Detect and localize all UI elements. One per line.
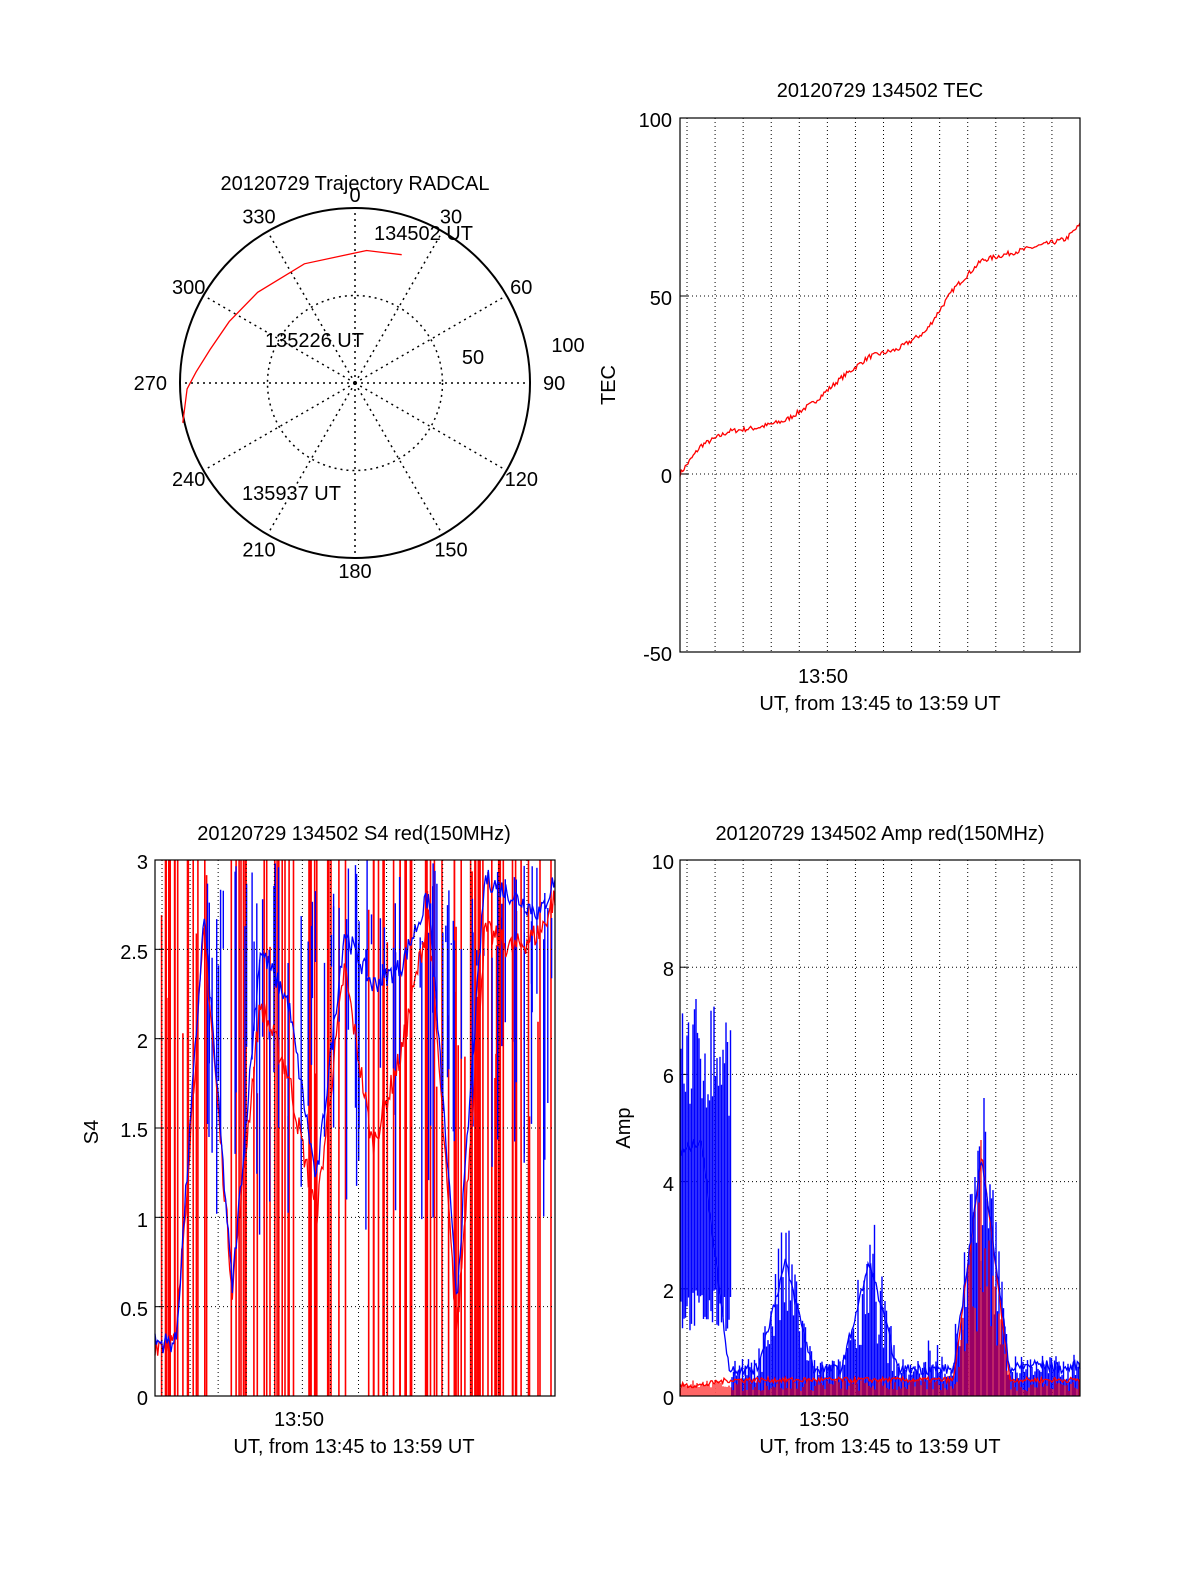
trajectory-start-annotation: 134502 UT xyxy=(374,223,473,245)
polar-grid xyxy=(180,208,530,558)
tec-ytick-50: 50 xyxy=(650,288,672,310)
amp-ytick-4: 4 xyxy=(663,1174,674,1196)
tec-ytick-minus50: -50 xyxy=(643,644,672,666)
tec-xtick-1350: 13:50 xyxy=(798,666,848,688)
trajectory-end-annotation: 135937 UT xyxy=(242,483,341,505)
amp-ytick-0: 0 xyxy=(663,1388,674,1410)
amp-x-axis-label: UT, from 13:45 to 13:59 UT xyxy=(759,1436,1000,1458)
amp-blue-series-line xyxy=(679,1139,1081,1377)
polar-spoke-150 xyxy=(354,382,444,535)
tec-series-line xyxy=(679,222,1081,477)
s4-x-axis-label: UT, from 13:45 to 13:59 UT xyxy=(233,1436,474,1458)
polar-spoke-30 xyxy=(354,231,444,384)
amp-red-series xyxy=(680,1140,1080,1396)
s4-plot-frame xyxy=(154,859,556,1397)
tec-panel: 20120729 134502 TEC 100 50 0 -50 TEC 13:… xyxy=(598,80,1081,715)
s4-y-tick-labels: 3 2.5 2 1.5 1 0.5 0 xyxy=(120,852,148,1410)
s4-xtick-1350: 13:50 xyxy=(274,1409,324,1431)
polar-angle-label-120: 120 xyxy=(505,469,538,491)
polar-outer-ring xyxy=(179,207,531,559)
amp-ytick-2: 2 xyxy=(663,1281,674,1303)
trajectory-mid-annotation: 135226 UT xyxy=(265,330,364,352)
polar-angle-label-300: 300 xyxy=(172,277,205,299)
s4-title: 20120729 134502 S4 red(150MHz) xyxy=(197,823,511,845)
polar-radius-label-100: 100 xyxy=(551,335,584,357)
amp-ytick-6: 6 xyxy=(663,1066,674,1088)
amp-title: 20120729 134502 Amp red(150MHz) xyxy=(715,823,1044,845)
tec-ytick-0: 0 xyxy=(661,466,672,488)
polar-angle-label-150: 150 xyxy=(434,539,467,561)
polar-spoke-120 xyxy=(354,382,507,472)
polar-spoke-330 xyxy=(266,231,356,384)
tec-y-tick-labels: 100 50 0 -50 xyxy=(639,110,672,666)
polar-angle-label-330: 330 xyxy=(242,207,275,229)
polar-angle-label-180: 180 xyxy=(338,561,371,583)
trajectory-line xyxy=(182,249,402,423)
amp-plot-frame xyxy=(679,859,1081,1397)
amp-y-axis-label: Amp xyxy=(613,1107,635,1148)
tec-x-axis-label: UT, from 13:45 to 13:59 UT xyxy=(759,693,1000,715)
polar-angle-label-210: 210 xyxy=(242,539,275,561)
amp-ytick-8: 8 xyxy=(663,959,674,981)
polar-angle-label-60: 60 xyxy=(510,277,532,299)
polar-angle-label-30: 30 xyxy=(440,207,462,229)
s4-blue-series-line xyxy=(154,869,556,1354)
polar-angle-label-0: 0 xyxy=(349,185,360,207)
polar-spoke-240 xyxy=(203,382,356,472)
amp-y-tick-labels: 10 8 6 4 2 0 xyxy=(652,852,674,1410)
polar-title: 20120729 Trajectory RADCAL xyxy=(220,173,489,195)
s4-panel: 20120729 134502 S4 red(150MHz) 3 2.5 2 1… xyxy=(81,823,556,1458)
amp-xtick-1350: 13:50 xyxy=(799,1409,849,1431)
tec-grid xyxy=(680,118,1080,652)
tec-data xyxy=(679,222,1081,477)
polar-trajectory-panel: 20120729 Trajectory RADCAL 0 30 60 90 120 150… xyxy=(134,173,585,583)
polar-spoke-210 xyxy=(266,382,356,535)
s4-ytick-2.5: 2.5 xyxy=(120,942,148,964)
tec-y-axis-label: TEC xyxy=(598,365,620,405)
s4-grid xyxy=(155,860,555,1396)
s4-ytick-2: 2 xyxy=(137,1031,148,1053)
polar-radius-label-50: 50 xyxy=(462,347,484,369)
s4-ytick-3: 3 xyxy=(137,852,148,874)
s4-ytick-0.5: 0.5 xyxy=(120,1299,148,1321)
tec-title: 20120729 134502 TEC xyxy=(777,80,983,102)
s4-ytick-1: 1 xyxy=(137,1210,148,1232)
polar-angle-label-240: 240 xyxy=(172,469,205,491)
amp-ytick-10: 10 xyxy=(652,852,674,874)
s4-ytick-0: 0 xyxy=(137,1388,148,1410)
polar-angle-label-90: 90 xyxy=(543,373,565,395)
tec-plot-frame xyxy=(679,117,1081,653)
polar-angle-labels: 0 30 60 90 120 150 180 210 240 270 300 330 xyxy=(134,185,566,583)
tec-ytick-100: 100 xyxy=(639,110,672,132)
polar-spoke-60 xyxy=(354,294,507,384)
amp-red-series-line xyxy=(679,1157,1081,1389)
s4-y-axis-label: S4 xyxy=(81,1120,103,1144)
polar-inner-ring xyxy=(266,294,444,472)
polar-spoke-300 xyxy=(203,294,356,384)
amp-blue-series xyxy=(680,999,1080,1396)
polar-angle-label-270: 270 xyxy=(134,373,167,395)
amp-panel: 20120729 134502 Amp red(150MHz) 10 8 6 4… xyxy=(613,823,1081,1458)
amp-data xyxy=(679,999,1081,1396)
s4-ytick-1.5: 1.5 xyxy=(120,1120,148,1142)
